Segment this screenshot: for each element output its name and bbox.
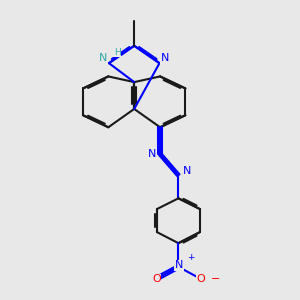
Text: O: O (196, 274, 205, 284)
Text: N: N (99, 53, 107, 63)
Text: +: + (187, 254, 195, 262)
Text: N: N (175, 260, 183, 270)
Text: −: − (211, 274, 220, 284)
Text: O: O (152, 274, 161, 284)
Text: N: N (183, 167, 191, 176)
Text: H: H (114, 48, 121, 57)
Text: N: N (161, 53, 169, 63)
Text: N: N (148, 149, 156, 159)
